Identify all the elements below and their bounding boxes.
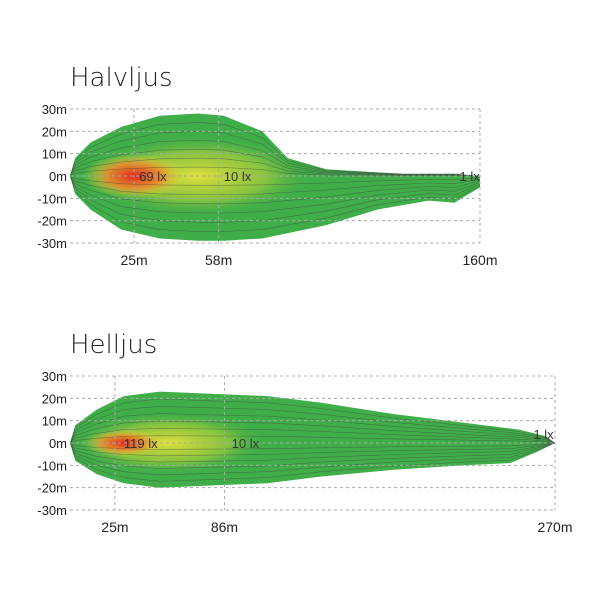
iso-line [70, 175, 480, 205]
iso-line [70, 148, 480, 177]
chart-halvljus: Halvljus 30m 20m 10m 0m -10m -20m -30m 25m 58m 16… [37, 63, 497, 268]
y-tick-label: -30m [37, 236, 67, 251]
lux-label: 1 lx [533, 427, 554, 442]
iso-line [70, 130, 480, 177]
y-tick-label: -10m [37, 191, 67, 206]
iso-line [70, 442, 555, 482]
lux-label: 10 lx [232, 436, 260, 451]
iso-line [70, 413, 555, 444]
y-tick-label: 20m [42, 391, 67, 406]
iso-line [70, 442, 555, 469]
iso-line [70, 435, 555, 444]
intensity-layer [70, 122, 480, 232]
iso-line [70, 175, 480, 195]
x-tick-label: 25m [101, 519, 128, 535]
x-tick-label: 160m [462, 252, 497, 268]
iso-line [70, 442, 555, 463]
y-tick-label: 30m [42, 102, 67, 117]
iso-line [70, 139, 480, 177]
intensity-spot-high [84, 429, 164, 457]
iso-line [70, 157, 480, 177]
y-tick-label: -30m [37, 503, 67, 518]
y-tick-label: 20m [42, 124, 67, 139]
iso-line [70, 122, 480, 177]
lux-label: 69 lx [139, 169, 167, 184]
y-tick-label: -10m [37, 458, 67, 473]
chart-helljus: Helljus 30m 20m 10m 0m -10m -20m -30m 25m 86m 270… [37, 330, 572, 535]
lux-label: 10 lx [224, 169, 252, 184]
x-tick-label: 25m [120, 252, 147, 268]
plot-area: 30m 20m 10m 0m -10m -20m -30m 25m 58m 160m 69 lx 10… [37, 102, 497, 268]
y-tick-label: 30m [42, 369, 67, 384]
x-tick-label: 58m [205, 252, 232, 268]
iso-line [70, 420, 555, 444]
plot-area: 30m 20m 10m 0m -10m -20m -30m 25m 86m 270m 119 lx 1… [37, 369, 572, 535]
y-tick-label: -20m [37, 481, 67, 496]
lux-label: 1 lx [460, 169, 481, 184]
iso-line [70, 175, 480, 214]
y-tick-label: -20m [37, 214, 67, 229]
iso-line [70, 175, 480, 186]
y-tick-label: 10m [42, 147, 67, 162]
y-tick-label: 0m [49, 169, 67, 184]
iso-line [70, 442, 555, 450]
iso-line [70, 175, 480, 223]
iso-line [70, 398, 555, 444]
iso-line [70, 175, 480, 232]
lux-label: 119 lx [124, 436, 158, 451]
chart-title: Helljus [70, 330, 157, 360]
iso-line [70, 442, 555, 457]
x-tick-label: 86m [211, 519, 238, 535]
chart-title: Halvljus [70, 63, 173, 93]
y-tick-label: 0m [49, 436, 67, 451]
x-tick-label: 270m [537, 519, 572, 535]
iso-line [70, 427, 555, 444]
y-tick-label: 10m [42, 414, 67, 429]
iso-line [70, 405, 555, 444]
